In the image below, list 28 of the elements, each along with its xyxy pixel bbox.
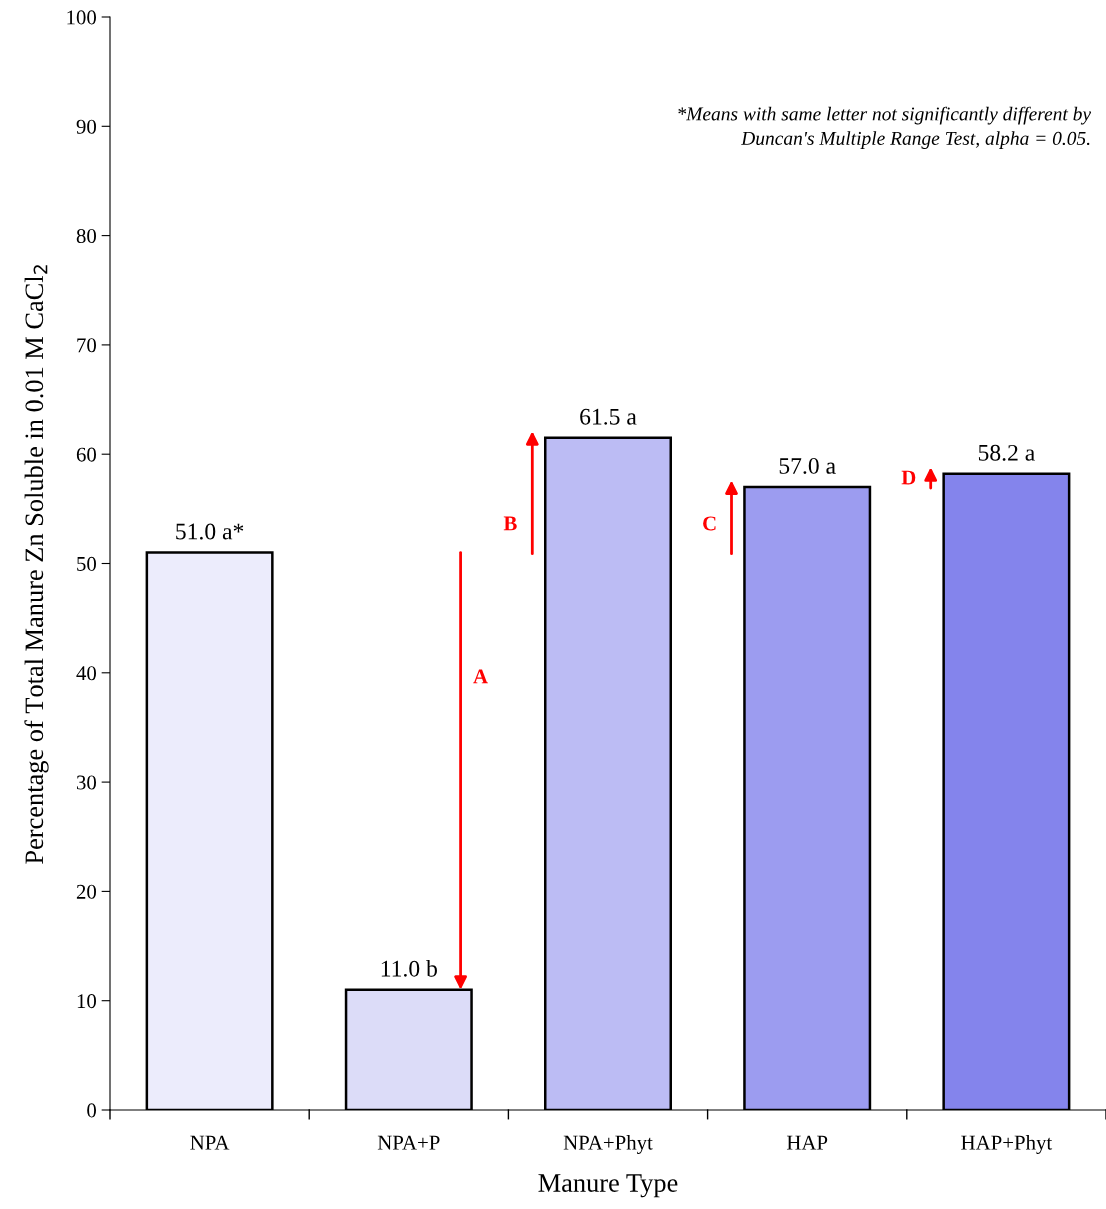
annotation: D	[901, 470, 916, 485]
x-tick-label: HAP	[786, 1135, 828, 1150]
x-tick-label: NPA	[190, 1135, 230, 1150]
y-tick-label: 50	[77, 556, 97, 571]
annotation: C	[703, 516, 716, 531]
x-axis-title: Manure Type	[538, 1174, 678, 1198]
y-tick-label: 40	[76, 666, 97, 681]
data-label: 11.0 b	[381, 960, 437, 977]
annotation: B	[503, 516, 517, 531]
data-label: 58.2 a	[978, 444, 1035, 461]
y-tick-label: 90	[76, 119, 97, 134]
x-tick-label: NPA+P	[377, 1135, 440, 1150]
y-tick-label: 100	[67, 10, 97, 25]
y-tick-label: 70	[77, 338, 97, 353]
y-tick-label: 10	[77, 994, 97, 1009]
data-label: 51.0 a*	[176, 523, 244, 540]
annotation: A	[473, 669, 488, 684]
y-tick-label: 20	[76, 884, 97, 899]
x-tick-label: HAP+Phyt	[961, 1135, 1053, 1154]
x-tick-label: NPA+Phyt	[563, 1135, 653, 1154]
y-axis-title: Percentage of Total Manure Zn Soluble in 0.01 M CaCl$_{2}$	[24, 265, 49, 864]
y-tick-label: 80	[76, 228, 97, 244]
y-tick-label: 30	[76, 775, 97, 790]
y-tick-label: 0	[87, 1103, 97, 1118]
data-label: 61.5 a	[580, 408, 637, 425]
annotation: *Means with same letter not significantly different by Duncan's Multiple Range Test, alpha = 0.05.	[678, 106, 1092, 149]
y-tick-label: 60	[76, 447, 97, 462]
data-label: 57.0 a	[779, 457, 836, 474]
